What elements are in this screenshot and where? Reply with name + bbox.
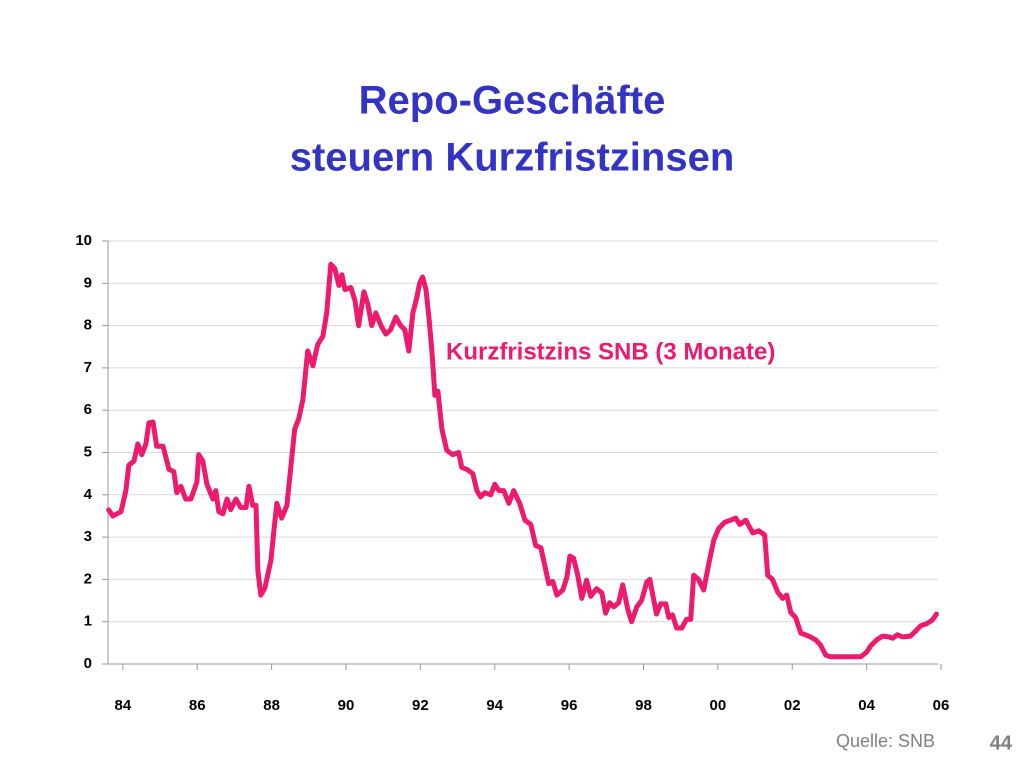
y-tick-label: 3: [84, 528, 92, 545]
x-tick-label: 88: [263, 697, 280, 714]
x-tick-label: 00: [710, 697, 727, 714]
x-tick-label: 02: [784, 697, 801, 714]
y-tick-label: 7: [84, 359, 92, 376]
page-number: 44: [990, 732, 1013, 754]
x-tick-label: 86: [189, 697, 206, 714]
y-tick-label: 2: [84, 570, 92, 587]
y-tick-label: 4: [84, 486, 93, 503]
y-tick-label: 9: [84, 274, 92, 291]
x-tick-label: 98: [635, 697, 652, 714]
y-tick-label: 1: [84, 613, 92, 630]
x-tick-label: 94: [486, 697, 503, 714]
y-tick-label: 0: [84, 655, 92, 672]
chart-title: Repo-Geschäfte: [359, 79, 666, 123]
x-tick-label: 92: [412, 697, 429, 714]
series-label: Kurzfristzins SNB (3 Monate): [446, 338, 775, 365]
x-tick-label: 90: [338, 697, 355, 714]
source: Quelle: SNB: [836, 731, 935, 751]
line-series: [106, 261, 939, 660]
y-tick-label: 5: [84, 443, 92, 460]
x-tick-label: 06: [933, 697, 950, 714]
y-tick-label: 8: [84, 317, 92, 334]
y-tick-label: 10: [75, 232, 92, 249]
y-tick-label: 6: [84, 401, 92, 418]
x-tick-label: 04: [858, 697, 875, 714]
x-tick-label: 96: [561, 697, 578, 714]
x-tick-label: 84: [115, 697, 132, 714]
chart-subtitle: steuern Kurzfristzinsen: [290, 136, 735, 180]
